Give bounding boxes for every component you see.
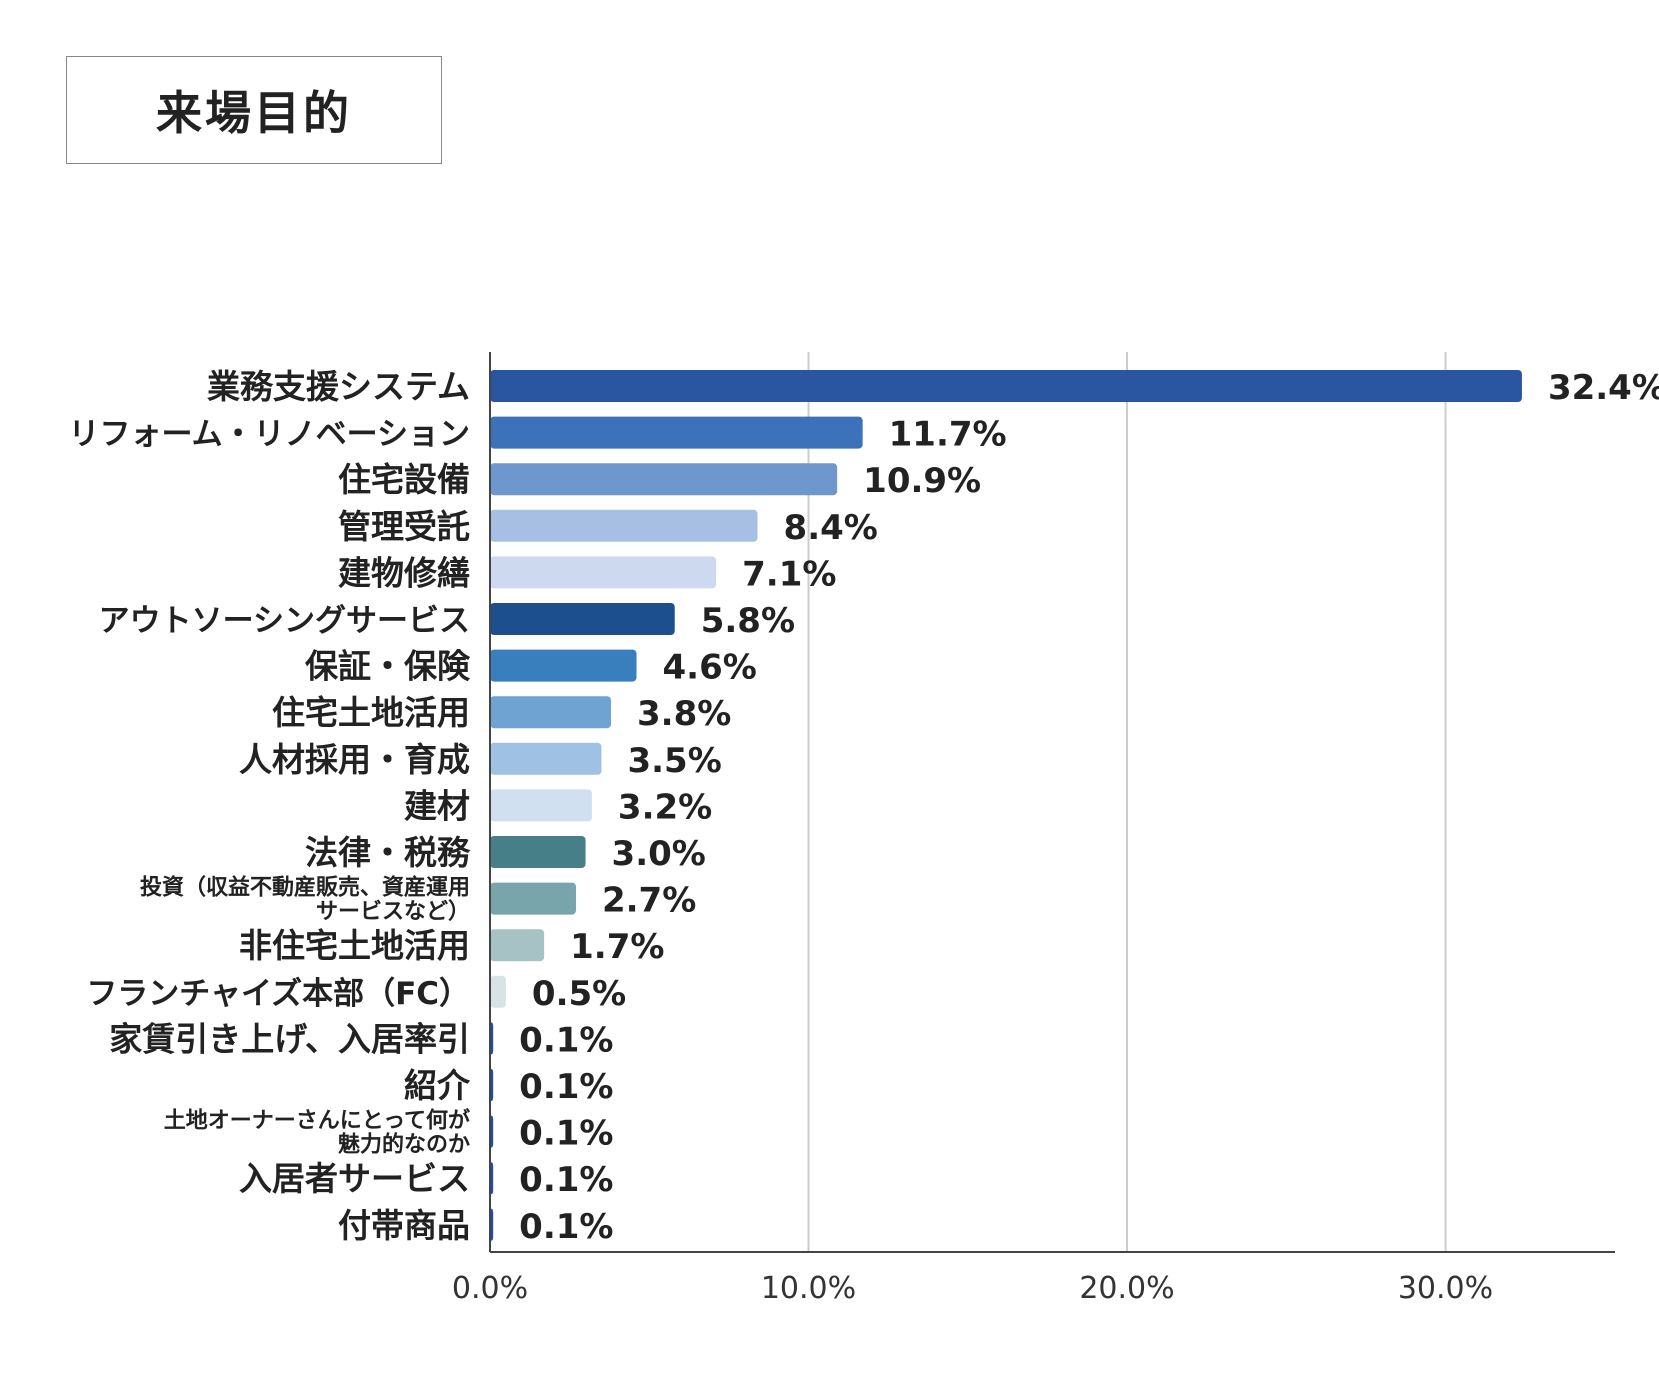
bar-value-label: 3.5%: [627, 741, 721, 781]
category-label-line: 投資（収益不動産販売、資産運用: [140, 875, 470, 901]
bar: [490, 416, 863, 449]
bar: [490, 882, 576, 915]
title-box: 来場目的: [66, 56, 442, 164]
bar: [490, 370, 1522, 402]
bar-value-label: 2.7%: [602, 881, 696, 921]
bar: [490, 509, 758, 542]
bar: [490, 556, 717, 589]
bar: [490, 463, 838, 496]
category-label-line: サービスなど）: [316, 900, 470, 925]
bar-value-label: 10.9%: [863, 461, 981, 501]
category-label: 紹介: [404, 1066, 471, 1105]
category-label: アウトソーシングサービス: [99, 603, 470, 639]
category-label: 保証・保険: [305, 647, 471, 686]
bar-value-label: 4.6%: [663, 648, 757, 688]
category-label: 投資（収益不動産販売、資産運用サービスなど）: [140, 875, 470, 925]
bar-value-label: 0.1%: [519, 1067, 613, 1107]
category-label: 付帯商品: [338, 1206, 470, 1245]
grid-lines: [807, 352, 1447, 1252]
category-labels: 業務支援システムリフォーム・リノベーション住宅設備管理受託建物修繕アウトソーシン…: [69, 367, 471, 1245]
bar: [490, 696, 612, 729]
bar-value-label: 7.1%: [742, 554, 836, 594]
category-label: 法律・税務: [305, 833, 471, 872]
bar: [490, 789, 592, 822]
category-label: 建材: [404, 786, 470, 825]
category-label: 人材採用・育成: [239, 740, 470, 779]
bar-value-label: 3.8%: [637, 694, 731, 734]
bar-value-label: 0.1%: [519, 1160, 613, 1200]
category-label: フランチャイズ本部（FC）: [86, 976, 470, 1012]
category-label-line: 魅力的なのか: [338, 1132, 470, 1158]
bar: [490, 649, 637, 682]
bar-value-label: 5.8%: [701, 601, 795, 641]
bar: [490, 603, 675, 635]
bar: [490, 742, 602, 775]
category-label: 建物修繕: [338, 553, 470, 592]
value-labels: 32.4% 11.7% 10.9% 8.4% 7.1% 5.8% 4.6% 3.8% 3.5% 3…: [519, 368, 1659, 1247]
category-label-line: 土地オーナーさんにとって何が: [164, 1108, 470, 1134]
bar: [490, 929, 545, 962]
bar-value-label: 3.2%: [618, 787, 712, 827]
bar-value-label: 0.1%: [519, 1020, 613, 1060]
x-tick-label: 0.0%: [452, 1271, 528, 1306]
category-label: 家賃引き上げ、入居率引: [109, 1019, 470, 1058]
bar: [490, 975, 506, 1008]
bar-value-label: 1.7%: [570, 927, 664, 967]
x-tick-label: 30.0%: [1398, 1271, 1493, 1306]
x-tick-labels: 0.0% 10.0% 20.0% 30.0%: [452, 1271, 1493, 1306]
x-tick-label: 20.0%: [1079, 1271, 1174, 1306]
bars: [490, 370, 1522, 1241]
bar-value-label: 0.1%: [519, 1114, 613, 1154]
chart-title: 来場目的: [156, 86, 352, 140]
category-label: 管理受託: [338, 507, 470, 546]
bar-value-label: 0.5%: [532, 974, 626, 1014]
category-label: 入居者サービス: [239, 1159, 470, 1198]
x-tick-label: 10.0%: [761, 1271, 856, 1306]
category-label: リフォーム・リノベーション: [69, 417, 470, 453]
category-label: 住宅設備: [338, 460, 470, 499]
bar-value-label: 11.7%: [889, 415, 1007, 455]
axes: [489, 352, 1615, 1253]
category-label: 土地オーナーさんにとって何が魅力的なのか: [164, 1108, 470, 1158]
category-label: 非住宅土地活用: [239, 926, 470, 965]
bar-value-label: 3.0%: [612, 834, 706, 874]
category-label: 業務支援システム: [207, 367, 470, 406]
bar-value-label: 8.4%: [784, 508, 878, 548]
bar-value-label: 0.1%: [519, 1207, 613, 1247]
bar: [490, 836, 586, 868]
bar-value-label: 32.4%: [1548, 368, 1659, 408]
category-label: 住宅土地活用: [272, 693, 470, 732]
